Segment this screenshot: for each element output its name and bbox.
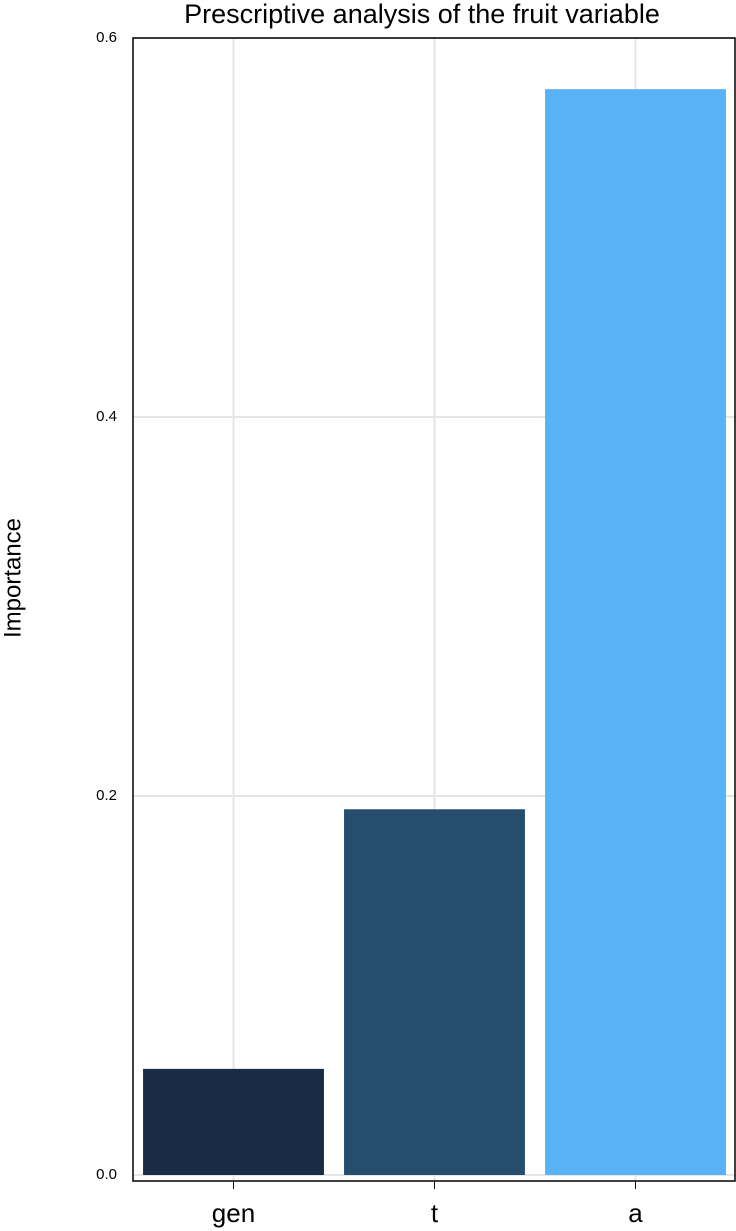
y-axis-label: Importance — [0, 518, 26, 638]
bar — [545, 89, 726, 1175]
x-tick-label: gen — [212, 1198, 255, 1228]
x-tick-label: a — [628, 1198, 643, 1228]
y-tick-label: 0.4 — [96, 408, 117, 425]
y-tick-label: 0.6 — [96, 29, 117, 46]
y-tick-label: 0.0 — [96, 1166, 117, 1183]
bar — [143, 1068, 324, 1175]
bar — [344, 809, 525, 1175]
x-tick-label: t — [431, 1198, 439, 1228]
panel-border — [132, 37, 736, 1182]
y-tick-label: 0.2 — [96, 787, 117, 804]
chart-title: Prescriptive analysis of the fruit varia… — [184, 0, 660, 29]
